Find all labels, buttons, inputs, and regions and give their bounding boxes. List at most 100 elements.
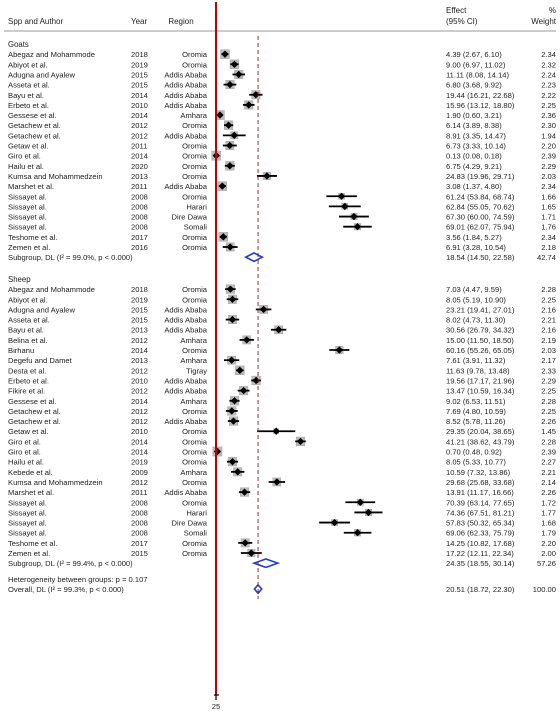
study-author: Teshome et al. [8, 539, 57, 548]
study-effect: 7.03 (4.47, 9.59) [446, 285, 502, 294]
study-author: Sissayet al. [8, 508, 47, 517]
study-year: 2014 [131, 111, 148, 120]
study-year: 2009 [131, 468, 148, 477]
study-point [216, 111, 224, 119]
header-effect: Effect [446, 6, 467, 15]
study-author: Giro et al. [8, 437, 41, 446]
study-author: Sissayet al. [8, 192, 47, 201]
study-weight: 2.34 [541, 182, 556, 191]
study-effect: 15.96 (13.12, 18.80) [446, 101, 515, 110]
study-year: 2019 [131, 458, 148, 467]
study-year: 2017 [131, 233, 148, 242]
study-weight: 1.66 [541, 192, 556, 201]
study-effect: 9.00 (6.97, 11.02) [446, 60, 506, 69]
study-weight: 2.30 [541, 121, 556, 130]
study-weight: 2.00 [541, 549, 556, 558]
study-point [229, 417, 238, 425]
study-author: Sissayet al. [8, 202, 47, 211]
subgroup-diamond [251, 558, 281, 569]
study-weight: 2.34 [541, 233, 556, 242]
study-author: Getachew et al. [8, 131, 61, 140]
study-effect: 0.13 (0.08, 0.18) [446, 152, 502, 161]
study-weight: 2.27 [541, 458, 556, 467]
study-weight: 2.25 [541, 407, 556, 416]
study-region: Oromia [182, 142, 208, 151]
study-effect: 0.70 (0.48, 0.92) [446, 448, 502, 457]
study-effect: 11.11 (8.08, 14.14) [446, 70, 510, 79]
study-year: 2008 [131, 192, 148, 201]
study-region: Somali [184, 529, 208, 538]
study-region: Addis Ababa [164, 305, 207, 314]
study-effect: 1.90 (0.60, 3.21) [446, 111, 502, 120]
study-region: Oromia [182, 152, 208, 161]
study-year: 2015 [131, 81, 148, 90]
study-effect: 6.80 (3.68, 9.92) [446, 81, 502, 90]
subgroup-label: Subgroup, DL (I² = 99.4%, p < 0.000) [8, 559, 133, 568]
study-region: Dire Dawa [172, 519, 208, 528]
study-year: 2011 [131, 488, 147, 497]
study-effect: 13.47 (10.59, 16.34) [446, 387, 515, 396]
study-effect: 15.00 (11.50, 18.50) [446, 336, 514, 345]
study-region: Addis Ababa [164, 316, 207, 325]
study-author: Fikire et al. [8, 387, 45, 396]
study-region: Addis Ababa [164, 488, 207, 497]
subgroup-weight: 42.74 [537, 253, 556, 262]
study-author: Marshet et al. [8, 488, 54, 497]
study-author: Erbeto et al. [8, 376, 49, 385]
study-region: Oromia [182, 121, 208, 130]
study-point [230, 397, 239, 405]
study-effect: 70.39 (63.14, 77.65) [446, 498, 515, 507]
study-weight: 2.14 [541, 478, 556, 487]
study-year: 2008 [131, 519, 148, 528]
study-point [236, 366, 244, 374]
study-effect: 7.61 (3.91, 11.32) [446, 356, 506, 365]
study-effect: 17.22 (12.11, 22.34) [446, 549, 514, 558]
study-effect: 10.59 (7.32, 13.86) [446, 468, 511, 477]
study-year: 2015 [131, 549, 148, 558]
study-point [335, 346, 344, 354]
study-year: 2008 [131, 529, 148, 538]
study-year: 2015 [131, 305, 148, 314]
study-effect: 6.91 (3.28, 10.54) [446, 243, 506, 252]
study-weight: 2.28 [541, 285, 556, 294]
subgroup-diamond [243, 252, 265, 263]
study-point [353, 529, 362, 537]
study-effect: 8.05 (5.19, 10.90) [446, 295, 506, 304]
study-region: Oromia [182, 498, 208, 507]
study-weight: 1.76 [541, 223, 556, 232]
study-author: Sissayet al. [8, 498, 47, 507]
study-year: 2008 [131, 508, 148, 517]
study-year: 2014 [131, 91, 148, 100]
study-region: Oromia [182, 50, 208, 59]
study-point [364, 508, 373, 517]
study-region: Oromia [182, 437, 208, 446]
study-region: Addis Ababa [164, 101, 207, 110]
study-point [247, 549, 255, 557]
subgroup-weight: 57.26 [537, 559, 556, 568]
study-region: Oromia [182, 60, 208, 69]
header-weight-pct: % [549, 6, 556, 15]
study-weight: 2.20 [541, 142, 556, 151]
study-year: 2010 [131, 101, 148, 110]
study-point [356, 498, 364, 506]
study-effect: 6.73 (3.33, 10.14) [446, 142, 506, 151]
study-weight: 2.23 [541, 81, 556, 90]
study-region: Amhara [180, 336, 207, 345]
study-region: Amhara [180, 468, 207, 477]
study-year: 2014 [131, 448, 148, 457]
study-point [337, 192, 346, 200]
study-effect: 6.14 (3.89, 8.38) [446, 121, 502, 130]
header-weight: Weight [531, 17, 557, 26]
study-author: Abegaz and Mohammode [8, 50, 95, 59]
study-effect: 69.01 (62.07, 75.94) [446, 223, 515, 232]
study-author: Sissayet al. [8, 529, 47, 538]
study-year: 2012 [131, 366, 148, 375]
study-author: Zemen et al. [8, 549, 50, 558]
study-region: Tigray [186, 366, 207, 375]
study-author: Kumsa and Mohammedzein [8, 172, 103, 181]
header-effect-ci: (95% CI) [446, 17, 478, 26]
study-author: Marshet et al. [8, 182, 54, 191]
study-point [228, 315, 237, 324]
study-author: Abiyot et al. [8, 60, 48, 69]
study-point [241, 539, 249, 547]
